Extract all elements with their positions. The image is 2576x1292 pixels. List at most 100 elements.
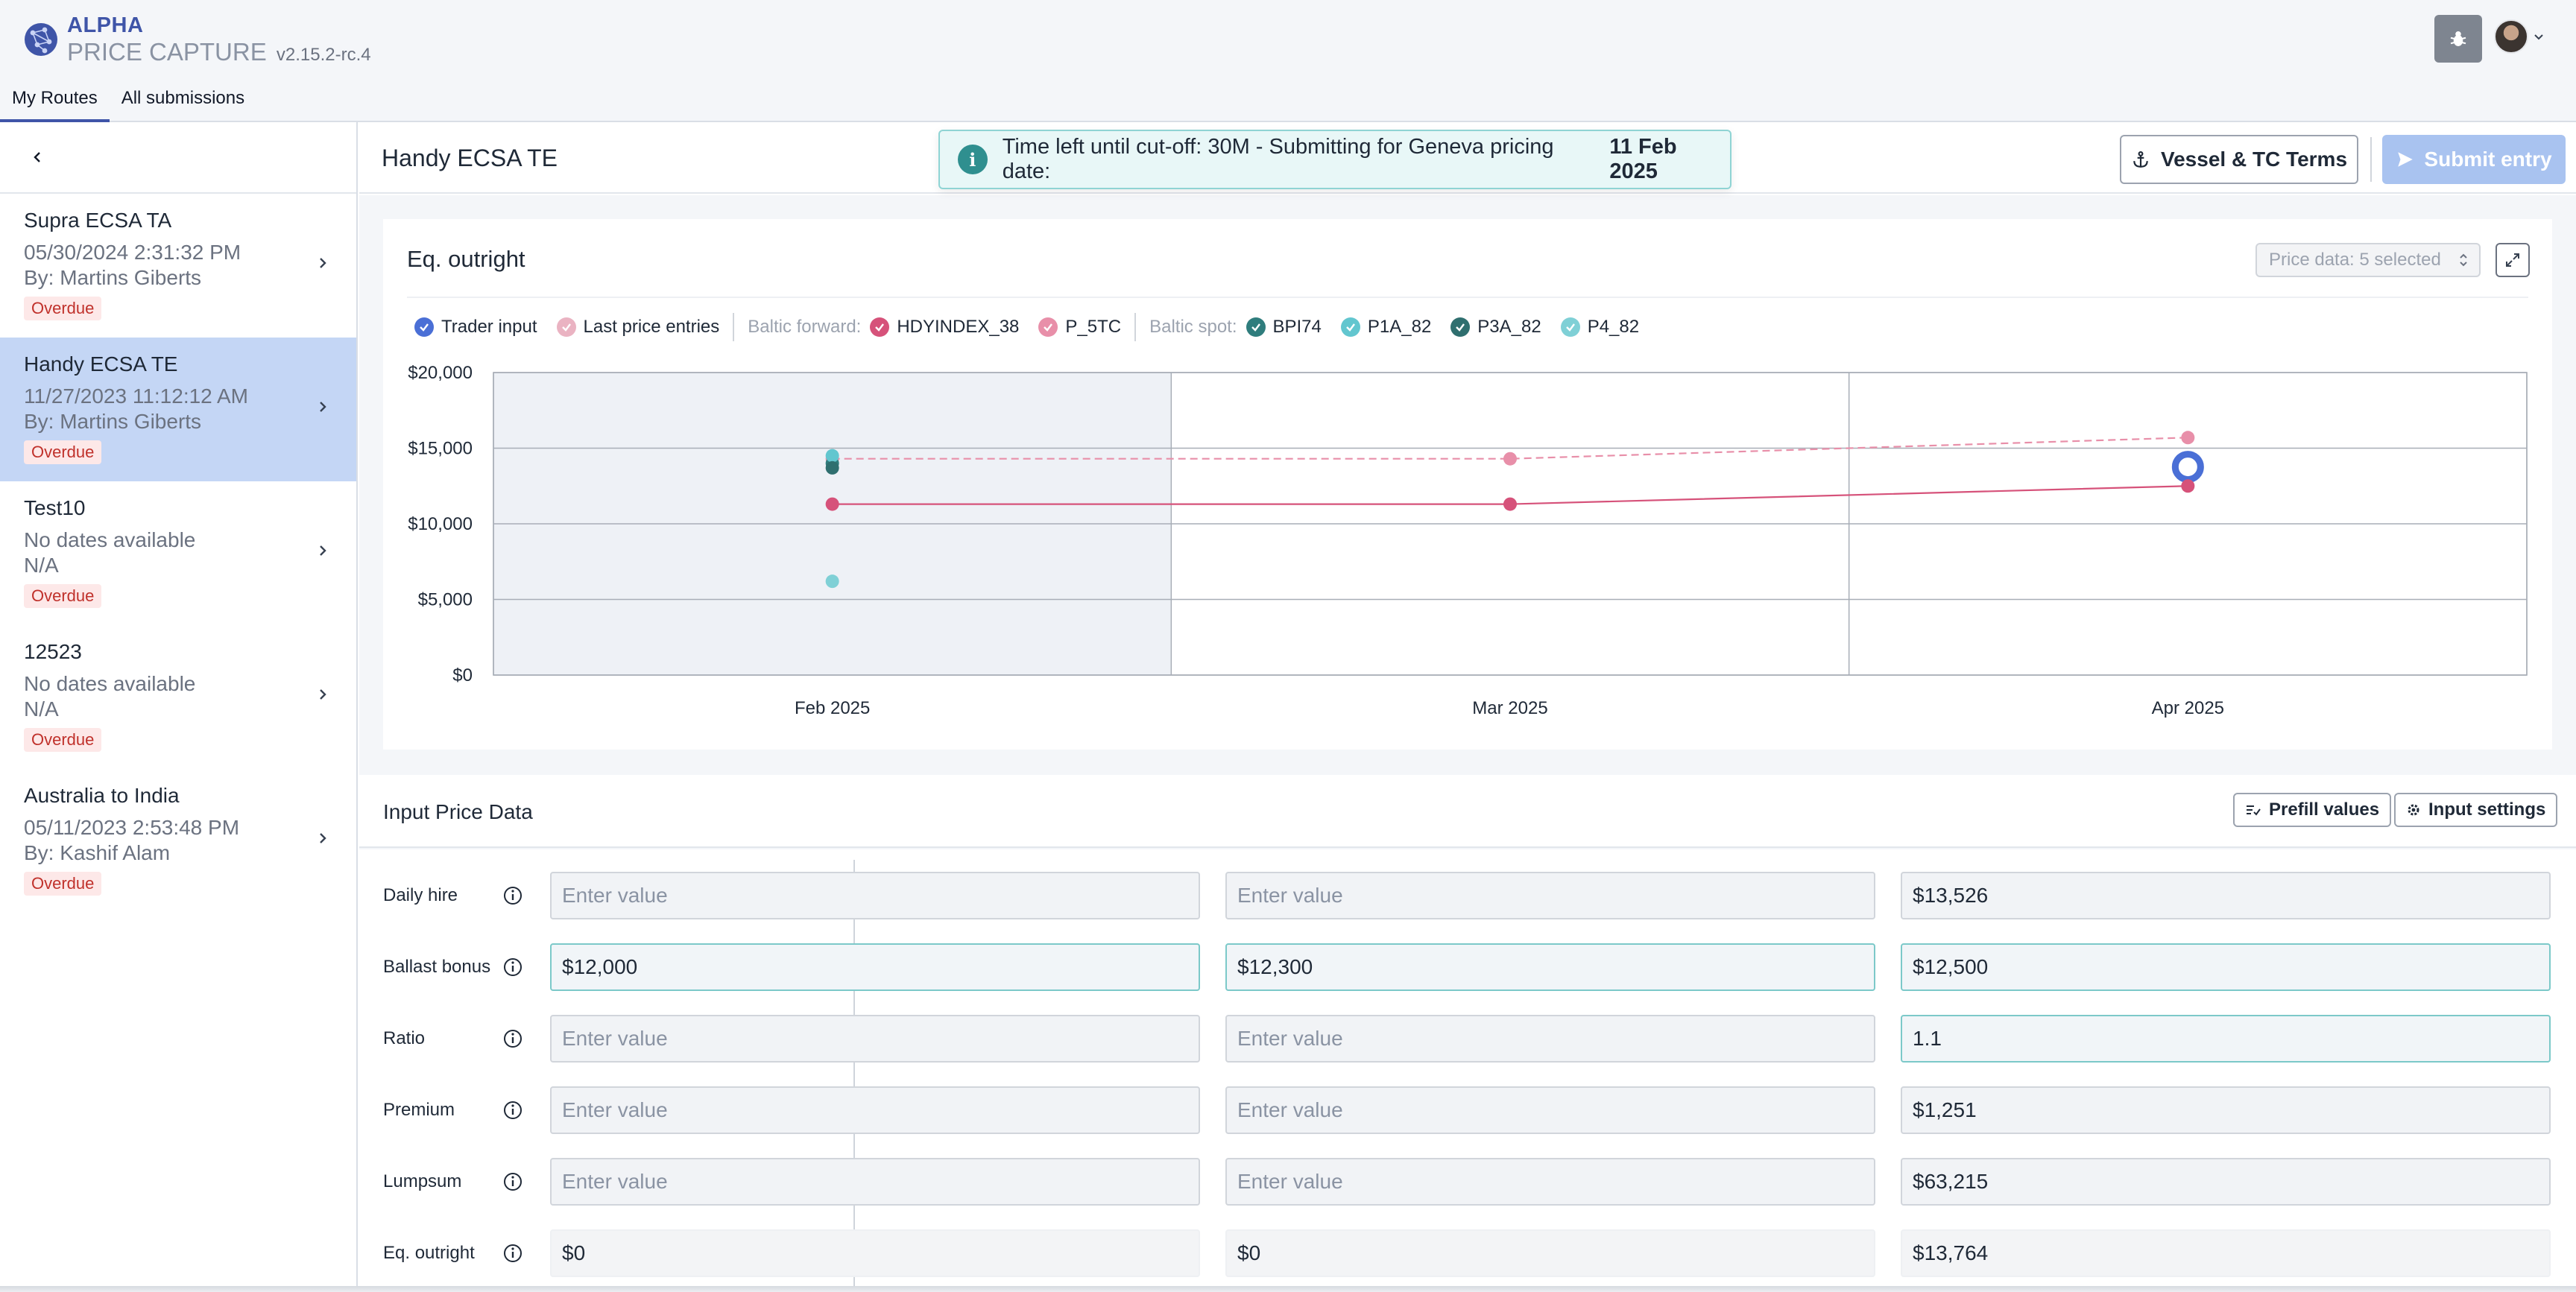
legend-p1a-82[interactable]: P1A_82 [1340,317,1431,338]
legend-hdyindex-38[interactable]: HDYINDEX_38 [870,317,1019,338]
data-point-p4-82[interactable] [825,574,839,589]
bug-report-button[interactable] [2434,15,2482,63]
route-author: N/A [24,697,59,721]
user-menu[interactable] [2494,19,2545,54]
send-icon [2398,152,2414,167]
data-point-p1a-82[interactable] [825,449,839,463]
check-icon [1246,317,1266,337]
chevron-right-icon [320,258,326,268]
bottom-edge [0,1286,2576,1292]
route-tabs: My Routes All submissions [0,77,256,122]
status-badge: Overdue [24,872,102,896]
chart-card: Eq. outright Price data: 5 selected Trad… [383,219,2552,750]
input-grid [359,849,2576,1292]
info-icon[interactable] [502,1100,523,1121]
legend-trader-input[interactable]: Trader input [414,317,537,338]
tab-all-submissions[interactable]: All submissions [121,88,245,108]
data-point-hdyindex-38[interactable] [2181,479,2195,493]
y-tick-label: $10,000 [408,514,473,534]
legend-divider [1134,313,1137,341]
legend-label: HDYINDEX_38 [897,317,1020,337]
collapse-sidebar-icon[interactable] [30,150,45,165]
check-icon [1560,317,1580,337]
route-name: Handy ECSA TE [24,352,178,376]
check-icon [870,317,890,337]
price-data-select[interactable]: Price data: 5 selected [2255,243,2481,277]
submit-entry-button[interactable]: Submit entry [2382,135,2566,184]
data-point-p-5tc[interactable] [2181,431,2195,445]
data-point-p3a-82[interactable] [825,460,839,475]
info-icon[interactable] [502,1243,523,1264]
info-icon: i [958,145,988,174]
route-item[interactable]: Australia to India 05/11/2023 2:53:48 PM… [0,769,356,913]
column-divider [853,860,855,1292]
row-label: Ratio [383,1028,426,1048]
expand-icon [2506,253,2519,267]
prefill-values-button[interactable]: Prefill values [2233,793,2392,827]
legend-p3a-82[interactable]: P3A_82 [1450,317,1541,338]
data-point-p-5tc[interactable] [1503,452,1517,466]
price-input-field[interactable] [1901,1158,2551,1206]
info-icon[interactable] [502,1028,523,1049]
price-input-field[interactable] [1901,1015,2551,1063]
input-row: Daily hire [359,872,2576,921]
prefill-values-label: Prefill values [2269,799,2380,820]
y-tick-label: $15,000 [408,439,473,459]
gear-icon [2408,804,2419,816]
legend-bpi74[interactable]: BPI74 [1246,317,1322,338]
expand-chart-button[interactable] [2496,243,2530,277]
legend-p-5tc[interactable]: P_5TC [1038,317,1121,338]
route-item[interactable]: 12523 No dates available N/A Overdue [0,625,356,769]
route-author: By: Martins Giberts [24,410,202,433]
price-input-field[interactable] [1225,1086,1875,1134]
route-item[interactable]: Handy ECSA TE 11/27/2023 11:12:12 AM By:… [0,338,356,481]
data-point-trader-input[interactable] [2171,451,2204,484]
price-input-field[interactable] [1901,943,2551,991]
price-input-field[interactable] [1901,1086,2551,1134]
price-input-field[interactable] [1901,872,2551,919]
legend-last-price[interactable]: Last price entries [556,317,719,338]
status-badge: Overdue [24,728,102,752]
input-settings-button[interactable]: Input settings [2394,793,2558,827]
page-title: Handy ECSA TE [382,145,558,171]
price-input-field[interactable] [550,1158,1200,1206]
chart-title: Eq. outright [407,246,525,272]
brand[interactable]: ALPHA PRICE CAPTURE v2.15.2-rc.4 [22,15,371,64]
price-input-field[interactable] [1225,1158,1875,1206]
info-icon[interactable] [502,1171,523,1192]
price-input-field[interactable] [1225,943,1875,991]
vessel-terms-button[interactable]: Vessel & TC Terms [2120,135,2358,184]
price-input-field[interactable] [550,1086,1200,1134]
price-input-field[interactable] [1225,872,1875,919]
price-input-field[interactable] [1225,1015,1875,1063]
input-row: Ratio [359,1015,2576,1064]
legend-label: P3A_82 [1477,317,1541,337]
tab-my-routes[interactable]: My Routes [0,77,110,122]
route-name: Australia to India [24,784,180,807]
input-settings-label: Input settings [2428,799,2546,820]
price-input-field[interactable] [550,943,1200,991]
row-label: Ballast bonus [383,957,491,977]
route-item[interactable]: Supra ECSA TA 05/30/2024 2:31:32 PM By: … [0,194,356,338]
price-input-field[interactable] [550,872,1200,919]
sidebar-header [0,122,356,194]
anchor-icon [2133,151,2148,168]
route-date: 05/11/2023 2:53:48 PM [24,816,240,839]
data-point-hdyindex-38[interactable] [825,497,839,511]
data-point-hdyindex-38[interactable] [1503,497,1517,511]
status-badge: Overdue [24,584,102,608]
x-tick-label: Apr 2025 [2152,698,2224,718]
row-label: Eq. outright [383,1243,475,1263]
globe-logo-icon [25,23,57,56]
chevron-right-icon [320,545,326,556]
route-item[interactable]: Test10 No dates available N/A Overdue [0,481,356,625]
row-label: Premium [383,1100,455,1120]
info-icon[interactable] [502,957,523,978]
legend-p4-82[interactable]: P4_82 [1560,317,1639,338]
price-data-select-value: Price data: 5 selected [2269,250,2441,270]
check-icon [1038,317,1058,337]
price-input-field [550,1229,1200,1277]
info-icon[interactable] [502,885,523,906]
route-date: 11/27/2023 11:12:12 AM [24,384,248,408]
price-input-field[interactable] [550,1015,1200,1063]
